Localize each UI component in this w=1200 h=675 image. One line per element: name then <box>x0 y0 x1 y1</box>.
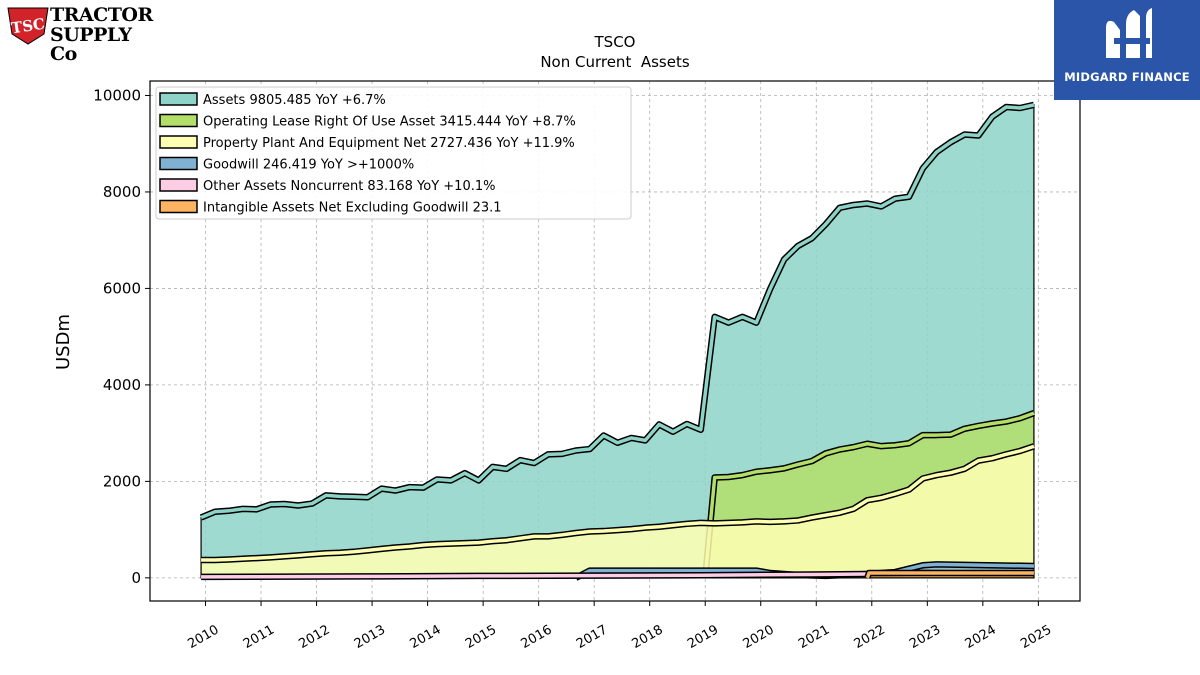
x-axis: 2010 2011 2012 2013 2014 2015 2016 2017 2018 2019… <box>185 601 1054 652</box>
x-tick-label: 2015 <box>463 622 499 652</box>
x-tick-label: 2021 <box>796 622 832 652</box>
legend-label: Assets 9805.485 YoY +6.7% <box>203 93 386 108</box>
legend-box <box>155 86 632 220</box>
x-tick-label: 2014 <box>407 622 443 652</box>
series-line <box>201 444 1035 562</box>
legend-label: Intangible Assets Net Excluding Goodwill… <box>203 201 502 216</box>
y-tick-label: 10000 <box>93 86 141 104</box>
series-intangible-assets-net-excluding-goodwill <box>864 569 1035 579</box>
x-tick-label: 2022 <box>852 622 888 652</box>
midgard-finance-logo: MIDGARD FINANCE <box>1054 0 1200 100</box>
series-line <box>200 103 1035 520</box>
logo-line-1: TRACTOR <box>50 4 153 26</box>
legend-item: Intangible Assets Net Excluding Goodwill… <box>159 199 502 216</box>
legend-label: Goodwill 246.419 YoY >+1000% <box>203 158 414 173</box>
legend-label: Operating Lease Right Of Use Asset 3415.… <box>203 115 576 130</box>
legend-swatch <box>159 113 198 128</box>
midgard-finance-text: MIDGARD FINANCE <box>1064 70 1190 84</box>
y-tick-label: 2000 <box>103 472 141 490</box>
y-axis: 0 2000 4000 6000 8000 10000 <box>93 86 150 587</box>
y-tick-label: 6000 <box>103 279 141 297</box>
legend-swatch <box>159 92 198 106</box>
legend-item: Goodwill 246.419 YoY >+1000% <box>159 156 414 173</box>
x-tick-label: 2012 <box>296 622 332 652</box>
series-line <box>703 411 1035 579</box>
legend-label: Other Assets Noncurrent 83.168 YoY +10.1… <box>203 179 495 194</box>
x-tick-label: 2013 <box>352 622 388 652</box>
x-tick-label: 2016 <box>518 622 554 652</box>
series-property-plant-and-equipment-net <box>200 443 1035 579</box>
x-tick-label: 2023 <box>907 622 943 652</box>
tractor-supply-logo: TSC TRACTOR SUPPLY Co <box>6 4 158 64</box>
legend-swatch <box>159 178 198 192</box>
y-tick-label: 8000 <box>103 183 141 201</box>
y-tick-label: 0 <box>131 569 141 587</box>
legend-item: Property Plant And Equipment Net 2727.43… <box>159 135 575 151</box>
chart-subtitle: Non Current Assets <box>540 53 690 71</box>
legend-swatch <box>159 156 198 171</box>
plot-frame <box>149 80 1081 602</box>
x-tick-label: 2020 <box>741 622 777 652</box>
y-axis-label: USDm <box>53 314 74 370</box>
legend-swatch <box>159 199 198 214</box>
plot-border <box>149 80 1081 602</box>
logo-line-2: SUPPLY Co <box>50 24 132 65</box>
legend-label: Property Plant And Equipment Net 2727.43… <box>203 136 575 151</box>
plot-series <box>199 101 1036 581</box>
svg-text:TSC: TSC <box>10 15 46 38</box>
x-tick-label: 2017 <box>574 622 610 652</box>
legend-item: Operating Lease Right Of Use Asset 3415.… <box>159 113 576 130</box>
legend: Assets 9805.485 YoY +6.7% Operating Lease… <box>155 86 632 220</box>
chart-title: TSCO <box>594 33 636 51</box>
legend-item: Assets 9805.485 YoY +6.7% <box>159 92 386 108</box>
series-line <box>865 571 1034 579</box>
y-tick-label: 4000 <box>103 376 141 394</box>
tsc-badge-icon: TSC <box>7 7 49 45</box>
legend-item: Other Assets Noncurrent 83.168 YoY +10.1… <box>159 178 495 194</box>
x-tick-label: 2025 <box>1018 622 1054 652</box>
x-tick-label: 2011 <box>241 622 277 652</box>
x-tick-label: 2019 <box>685 622 721 652</box>
x-tick-label: 2024 <box>963 622 999 652</box>
x-tick-label: 2018 <box>630 622 666 652</box>
midgard-m-icon <box>1106 8 1152 58</box>
legend-swatch <box>159 135 198 149</box>
x-tick-label: 2010 <box>185 622 221 652</box>
